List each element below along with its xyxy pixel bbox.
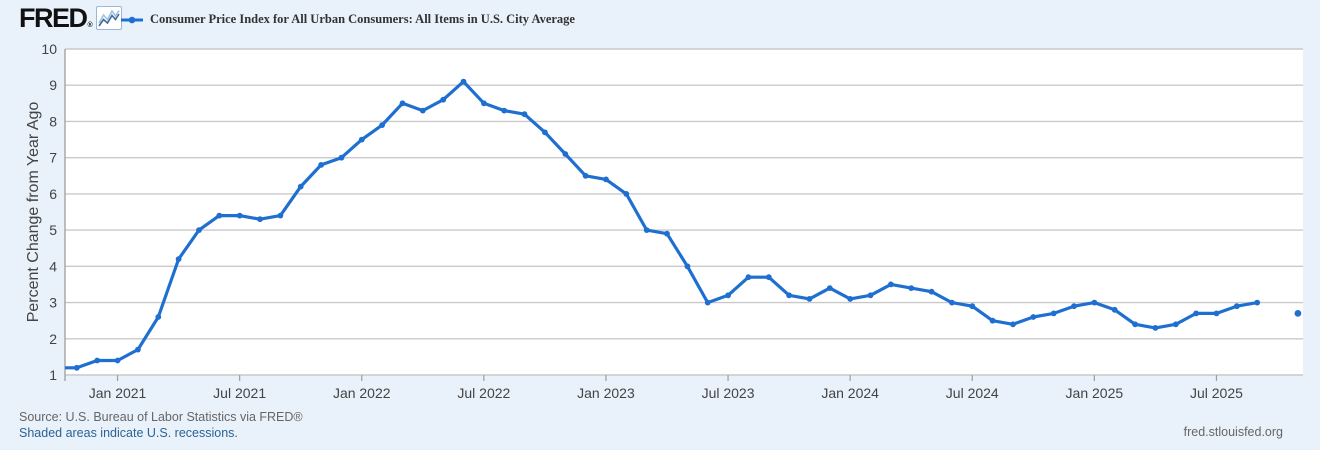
svg-text:Jan 2021: Jan 2021	[89, 385, 147, 401]
svg-text:10: 10	[41, 41, 57, 57]
svg-text:Jan 2025: Jan 2025	[1066, 385, 1124, 401]
recession-note-link[interactable]: Shaded areas indicate U.S. recessions.	[19, 425, 238, 440]
svg-text:Jul 2022: Jul 2022	[457, 385, 510, 401]
fred-logo[interactable]: FRED ®	[19, 3, 122, 33]
svg-text:9: 9	[49, 77, 57, 93]
svg-text:Jan 2024: Jan 2024	[821, 385, 879, 401]
legend-line-dot-marker-icon	[121, 16, 143, 23]
plot-area	[65, 49, 1303, 375]
svg-text:Jul 2025: Jul 2025	[1190, 385, 1243, 401]
source-attribution: Source: U.S. Bureau of Labor Statistics …	[19, 410, 303, 424]
svg-text:5: 5	[49, 222, 57, 238]
svg-text:Jul 2021: Jul 2021	[213, 385, 266, 401]
series-legend: Consumer Price Index for All Urban Consu…	[121, 12, 575, 27]
svg-text:8: 8	[49, 113, 57, 129]
fred-logo-chart-icon	[95, 6, 122, 30]
svg-text:Jul 2024: Jul 2024	[946, 385, 999, 401]
chart-header: FRED ® Consumer Price Index for All Urba…	[0, 0, 1320, 44]
registered-trademark-mark: ®	[87, 22, 93, 29]
cpi-line-chart: 1 2 3 4 5 6 7 8 9 10 Jan 2021 Jul 2021 Jan 2022 Jul 2…	[41, 41, 1303, 401]
svg-text:1: 1	[49, 367, 57, 383]
svg-text:4: 4	[49, 258, 57, 274]
latest-observation-point	[1294, 310, 1302, 317]
svg-text:Jul 2023: Jul 2023	[702, 385, 755, 401]
svg-text:Jan 2023: Jan 2023	[577, 385, 635, 401]
fred-logo-text: FRED	[19, 3, 88, 33]
svg-text:3: 3	[49, 295, 57, 311]
svg-text:7: 7	[49, 150, 57, 166]
svg-text:2: 2	[49, 331, 57, 347]
fred-site-url: fred.stlouisfed.org	[1183, 425, 1283, 439]
series-title: Consumer Price Index for All Urban Consu…	[150, 12, 575, 26]
svg-text:Jan 2022: Jan 2022	[333, 385, 391, 401]
svg-text:6: 6	[49, 186, 57, 202]
footer-attribution: Source: U.S. Bureau of Labor Statistics …	[19, 410, 303, 441]
